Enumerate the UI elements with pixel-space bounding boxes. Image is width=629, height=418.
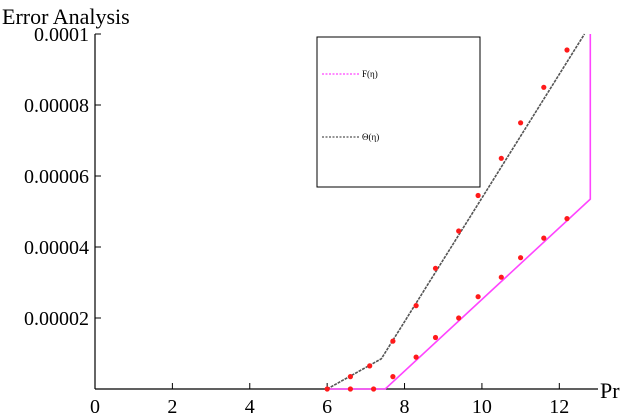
- data-point-0: [541, 235, 547, 241]
- data-point-0: [456, 315, 462, 321]
- x-tick-label: 0: [90, 396, 100, 418]
- data-point-1: [498, 155, 504, 161]
- y-tick-label: 0.0001: [34, 24, 89, 46]
- y-tick-label: 0.00008: [24, 95, 89, 117]
- data-point-1: [432, 265, 439, 271]
- legend-label-f: F(η): [362, 69, 378, 79]
- data-point-0: [475, 294, 481, 300]
- data-point-0: [371, 386, 377, 392]
- x-tick-label: 6: [322, 396, 332, 418]
- data-point-0: [564, 216, 570, 222]
- y-tick-label: 0.00006: [24, 166, 89, 188]
- legend-box: [316, 36, 481, 188]
- data-point-1: [518, 120, 524, 126]
- data-point-1: [347, 374, 353, 380]
- y-tick-label: 0.00004: [24, 237, 89, 259]
- x-tick-label: 4: [245, 396, 255, 418]
- data-point-1: [390, 338, 396, 344]
- data-point-0: [390, 374, 396, 380]
- data-point-0: [432, 334, 439, 341]
- series-line-0: [327, 34, 592, 390]
- data-point-0: [498, 274, 504, 280]
- legend-label-theta: Θ(η): [362, 132, 379, 142]
- data-point-0: [347, 386, 353, 392]
- data-point-0: [518, 255, 524, 261]
- x-tick-label: 8: [400, 396, 410, 418]
- x-tick-label: 2: [167, 396, 177, 418]
- data-point-1: [367, 363, 373, 369]
- data-point-0: [413, 354, 419, 360]
- data-point-1: [564, 47, 570, 53]
- data-point-1: [324, 386, 330, 392]
- y-axis-label: Error Analysis: [2, 4, 130, 29]
- x-tick-label: 12: [549, 396, 569, 418]
- x-axis-label: Pr: [600, 378, 620, 403]
- data-point-1: [456, 228, 462, 234]
- data-point-1: [413, 303, 419, 309]
- data-point-1: [541, 84, 547, 90]
- series-line-1: [326, 33, 586, 390]
- data-point-1: [475, 192, 481, 199]
- x-tick-label: 10: [472, 396, 492, 418]
- y-tick-label: 0.00002: [24, 308, 89, 330]
